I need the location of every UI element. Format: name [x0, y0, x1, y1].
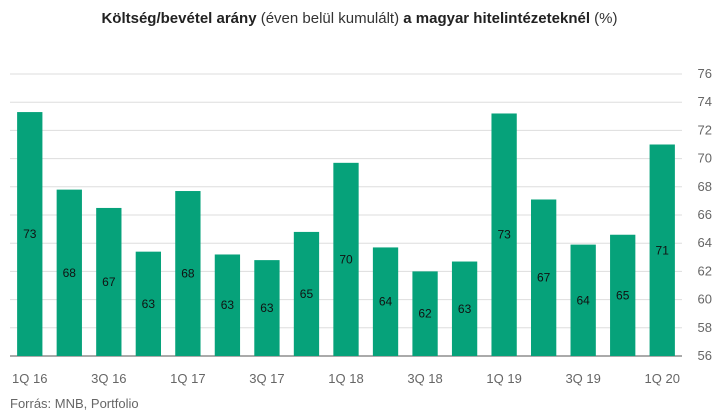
x-tick-label: 3Q 18	[407, 371, 442, 386]
chart-title: Költség/bevétel arány (éven belül kumulá…	[0, 10, 719, 27]
bar	[451, 261, 478, 356]
bar	[175, 191, 201, 356]
bars	[17, 112, 675, 356]
data-labels: 73 68 67 63 68 63 63 65 70 64 62 63 73 67 64 65 71	[23, 227, 669, 321]
bar	[570, 244, 596, 356]
x-tick-label: 1Q 18	[328, 371, 363, 386]
title-part-4: (%)	[590, 10, 618, 27]
bar	[372, 247, 399, 356]
data-label: 64	[379, 295, 393, 309]
bar	[56, 189, 82, 356]
data-label: 68	[63, 266, 77, 280]
y-tick-label: 76	[698, 66, 712, 81]
y-tick-label: 68	[698, 179, 712, 194]
title-part-3: a magyar hitelintézeteknél	[403, 10, 591, 27]
y-tick-label: 74	[698, 94, 712, 109]
x-tick-label: 3Q 19	[565, 371, 600, 386]
x-tick-label: 1Q 20	[645, 371, 680, 386]
bar	[610, 234, 636, 356]
y-tick-label: 56	[698, 348, 712, 363]
bar	[491, 113, 517, 356]
data-label: 62	[418, 307, 432, 321]
y-tick-label: 66	[698, 207, 712, 222]
title-part-2: (éven belül kumulált)	[256, 10, 404, 27]
data-label: 68	[181, 267, 195, 281]
y-tick-label: 70	[698, 151, 712, 166]
y-tick-label: 64	[698, 235, 712, 250]
y-tick-label: 60	[698, 292, 712, 307]
data-label: 65	[616, 288, 630, 302]
bar	[135, 251, 162, 356]
bar	[530, 199, 557, 356]
data-label: 70	[339, 252, 353, 266]
x-tick-label: 3Q 17	[249, 371, 284, 386]
y-tick-label: 72	[698, 122, 712, 137]
data-label: 64	[576, 293, 590, 307]
bar	[412, 271, 438, 356]
title-part-1: Költség/bevétel arány	[101, 10, 257, 27]
x-tick-label: 3Q 16	[91, 371, 126, 386]
data-label: 67	[537, 271, 551, 285]
bar	[293, 231, 320, 356]
bar	[214, 254, 241, 356]
bar	[254, 260, 280, 356]
data-label: 63	[458, 302, 472, 316]
data-label: 63	[221, 298, 235, 312]
y-axis-ticks: 56 58 60 62 64 66 68 70 72 74 76	[698, 66, 712, 363]
data-label: 63	[142, 297, 156, 311]
x-tick-label: 1Q 19	[486, 371, 521, 386]
data-label: 73	[23, 227, 37, 241]
x-tick-label: 1Q 16	[12, 371, 47, 386]
bar	[649, 144, 675, 356]
y-tick-label: 58	[698, 320, 712, 335]
bar	[17, 112, 43, 356]
bar	[333, 162, 359, 356]
data-label: 71	[656, 243, 670, 257]
source-note: Forrás: MNB, Portfolio	[10, 396, 139, 411]
data-label: 73	[497, 228, 511, 242]
x-axis-ticks: 1Q 16 3Q 16 1Q 17 3Q 17 1Q 18 3Q 18 1Q 19 3Q 19…	[12, 371, 680, 386]
y-tick-label: 62	[698, 263, 712, 278]
x-tick-label: 1Q 17	[170, 371, 205, 386]
bar	[96, 207, 122, 356]
data-label: 65	[300, 287, 314, 301]
data-label: 67	[102, 275, 116, 289]
data-label: 63	[260, 301, 274, 315]
